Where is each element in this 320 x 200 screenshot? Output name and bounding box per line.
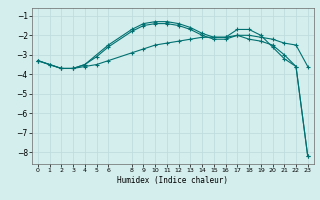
- X-axis label: Humidex (Indice chaleur): Humidex (Indice chaleur): [117, 176, 228, 185]
